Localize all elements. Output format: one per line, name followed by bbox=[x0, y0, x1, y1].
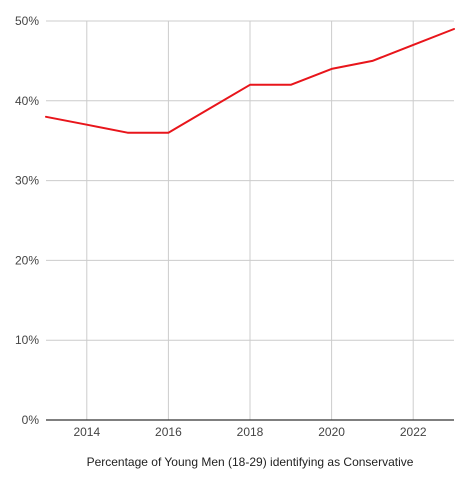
y-tick-label: 10% bbox=[15, 333, 39, 347]
y-tick-label: 50% bbox=[15, 14, 39, 28]
series-layer bbox=[45, 28, 455, 134]
x-tick-label: 2022 bbox=[400, 425, 427, 439]
y-tick-label: 40% bbox=[15, 94, 39, 108]
tick-labels: 0% 10% 20% 30% 40% 50% 2014 2016 2018 2020 2022 bbox=[15, 14, 427, 439]
x-tick-label: 2016 bbox=[155, 425, 182, 439]
grid-lines bbox=[46, 20, 454, 420]
y-tick-label: 0% bbox=[22, 413, 40, 427]
y-tick-label: 30% bbox=[15, 174, 39, 188]
series-line bbox=[45, 28, 455, 134]
y-tick-label: 20% bbox=[15, 253, 39, 267]
x-axis-title: Percentage of Young Men (18-29) identify… bbox=[87, 455, 414, 469]
x-tick-label: 2020 bbox=[318, 425, 345, 439]
x-tick-label: 2018 bbox=[237, 425, 264, 439]
x-tick-label: 2014 bbox=[73, 425, 100, 439]
